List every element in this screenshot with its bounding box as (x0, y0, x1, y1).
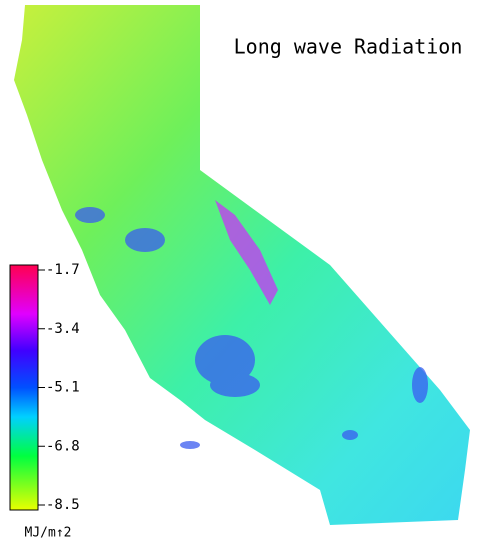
colorbar-unit: MJ/m↑2 (25, 526, 72, 541)
map-title: Long wave Radiation (234, 35, 463, 59)
sierra-high-values (215, 200, 278, 305)
colorbar-tick-label: -3.4 (46, 321, 80, 337)
colorbar-tick-label: -5.1 (46, 380, 80, 396)
colorbar-ticks: -1.7 -3.4 -5.1 -6.8 -8.5 (38, 262, 80, 513)
colorbar-tick-label: -1.7 (46, 262, 80, 278)
colorbar-tick-label: -6.8 (46, 438, 80, 454)
california (14, 5, 470, 525)
low-radiation-areas (75, 207, 428, 449)
colorbar (9, 264, 39, 511)
colorbar-tick-label: -8.5 (46, 497, 80, 513)
